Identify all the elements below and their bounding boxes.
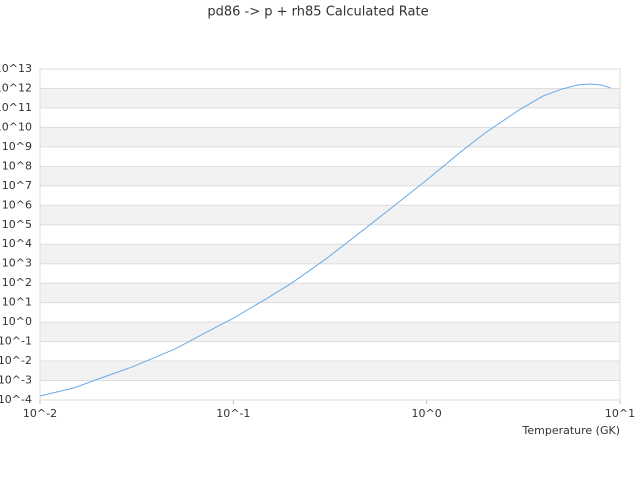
grid-band [40,127,620,147]
grid-band [40,205,620,225]
grid-band [40,361,620,381]
chart-title: pd86 -> p + rh85 Calculated Rate [207,5,428,20]
y-tick-label: 10^9 [2,140,32,153]
y-tick-label: 10^6 [2,198,32,211]
y-tick-label: 10^12 [0,81,32,94]
y-tick-label: 10^10 [0,120,32,133]
data-line [39,83,612,397]
y-tick-label: 10^11 [0,101,32,114]
y-tick-label: 10^5 [2,218,32,231]
grid-band [40,88,620,108]
y-tick-label: 10^7 [2,179,32,192]
y-tick-label: 10^-3 [0,374,32,387]
x-tick-label: 10^0 [412,407,442,420]
grid-band [40,322,620,342]
grid-band [40,283,620,303]
y-tick-label: 10^1 [2,296,32,309]
y-tick-label: 10^-2 [0,354,32,367]
grid-band [40,166,620,186]
y-tick-label: 10^2 [2,276,32,289]
y-tick-label: 10^-4 [0,393,32,406]
y-tick-label: 10^-1 [0,335,32,348]
y-tick-label: 10^4 [2,237,32,250]
y-tick-label: 10^8 [2,159,32,172]
y-tick-label: 10^3 [2,257,32,270]
plot-border [39,68,621,401]
grid-band [40,244,620,264]
x-tick-label: 10^1 [605,407,635,420]
y-tick-label: 10^0 [2,315,32,328]
x-tick-label: 10^-1 [216,407,250,420]
y-tick-label: 10^13 [0,62,32,75]
x-axis-label: Temperature (GK) [522,424,621,437]
x-tick-label: 10^-2 [23,407,57,420]
